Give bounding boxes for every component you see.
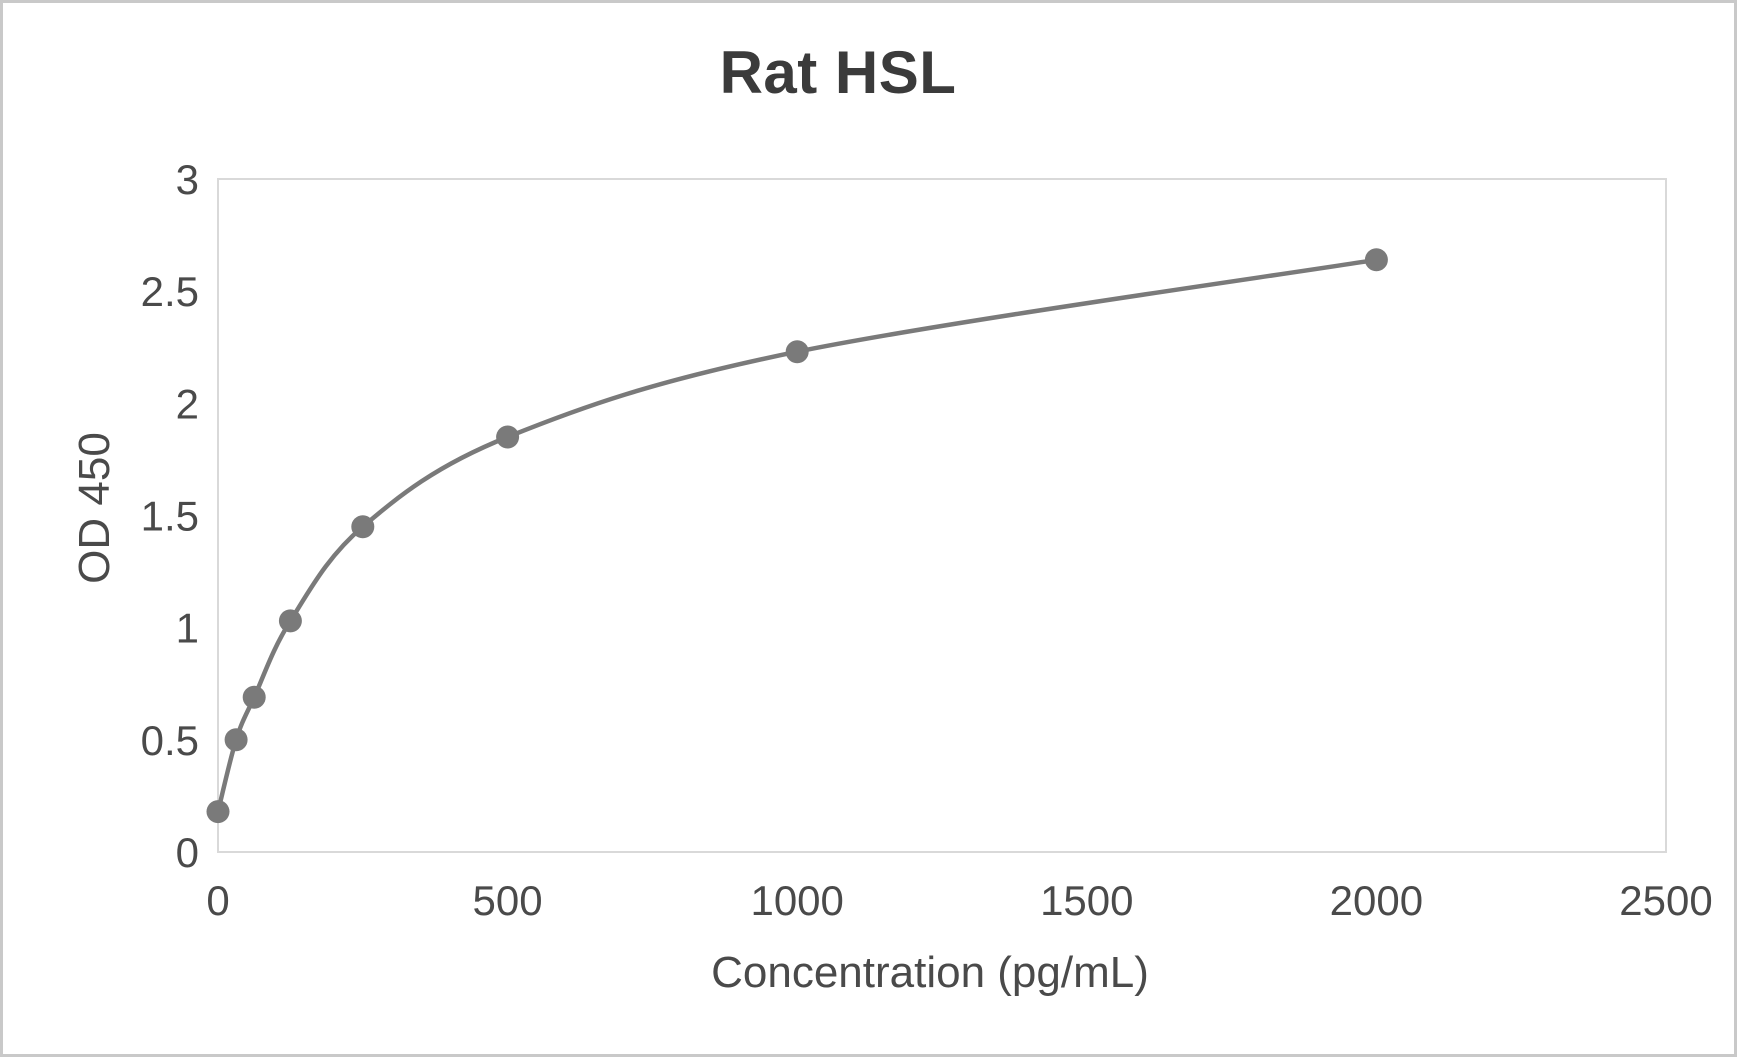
data-point-marker [206,800,230,824]
x-tick-label: 500 [473,877,543,924]
x-tick-label: 2500 [1619,877,1712,924]
data-point-marker [496,425,520,449]
standard-curve-line [215,257,1379,814]
x-tick-label: 0 [206,877,229,924]
y-tick-label: 1 [176,605,199,652]
data-point-marker [351,515,375,539]
data-point-marker [224,728,248,752]
data-point-marker [278,609,302,633]
y-tick-label: 0.5 [141,717,199,764]
y-tick-label: 2 [176,380,199,427]
y-tick-label: 1.5 [141,493,199,540]
x-tick-label: 1000 [750,877,843,924]
chart-title: Rat HSL [719,39,957,106]
y-tick-label: 0 [176,829,199,876]
x-axis-title: Concentration (pg/mL) [711,948,1149,997]
data-point-marker [1364,248,1388,272]
plot-canvas: 0 0.5 1 1.5 2 2.5 3 0 500 1000 1500 2000 2500 [141,156,1713,924]
data-point-marker [785,340,809,364]
x-tick-label: 2000 [1330,877,1423,924]
y-tick-label: 3 [176,156,199,203]
y-tick-label: 2.5 [141,268,199,315]
y-axis-title: OD 450 [70,432,119,584]
x-tick-label: 1500 [1040,877,1133,924]
data-point-marker [242,685,266,709]
plot-area-border [217,178,1667,853]
